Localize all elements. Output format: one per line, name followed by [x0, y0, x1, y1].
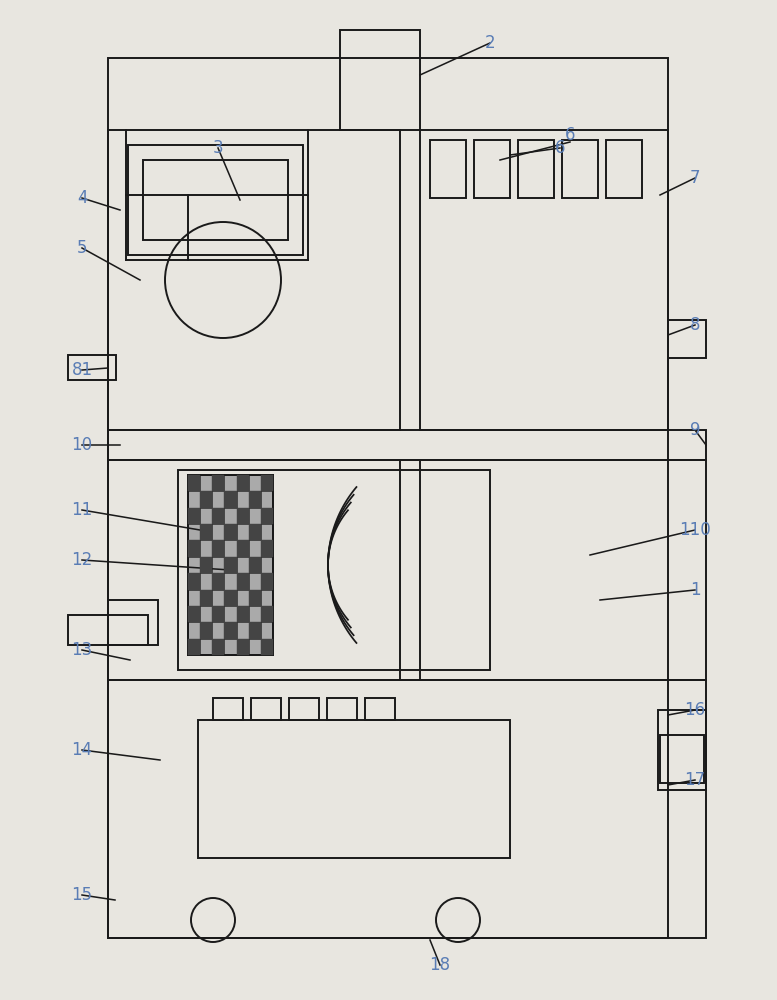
Text: 8: 8 — [690, 316, 700, 334]
Bar — [249, 524, 261, 540]
Bar — [178, 470, 490, 670]
Text: 5: 5 — [77, 239, 87, 257]
Bar — [430, 140, 466, 198]
Bar — [212, 639, 225, 655]
Bar — [249, 557, 261, 573]
Text: 6: 6 — [555, 139, 565, 157]
Bar — [474, 140, 510, 198]
Bar — [249, 590, 261, 606]
Text: 1: 1 — [690, 581, 700, 599]
Bar — [198, 720, 510, 858]
Bar — [188, 573, 200, 590]
Bar — [236, 475, 249, 491]
Bar — [518, 140, 554, 198]
Bar — [200, 491, 212, 508]
Bar — [658, 710, 706, 790]
Bar — [188, 508, 200, 524]
Bar — [249, 491, 261, 508]
Bar — [236, 606, 249, 622]
Bar — [420, 460, 706, 680]
Text: 4: 4 — [77, 189, 87, 207]
Text: 81: 81 — [71, 361, 92, 379]
Text: 11: 11 — [71, 501, 92, 519]
Bar — [108, 600, 158, 645]
Bar — [225, 622, 236, 639]
Text: 12: 12 — [71, 551, 92, 569]
Text: 16: 16 — [685, 701, 706, 719]
Bar — [200, 622, 212, 639]
Bar — [420, 130, 668, 430]
Text: 6: 6 — [565, 126, 575, 144]
Bar — [108, 430, 706, 460]
Bar — [212, 475, 225, 491]
Bar — [249, 622, 261, 639]
Bar — [261, 540, 273, 557]
Bar — [188, 475, 273, 655]
Bar — [261, 606, 273, 622]
Text: 10: 10 — [71, 436, 92, 454]
Bar — [188, 639, 200, 655]
Bar — [212, 573, 225, 590]
Bar — [213, 698, 243, 720]
Bar — [200, 524, 212, 540]
Bar — [606, 140, 642, 198]
Bar — [68, 355, 116, 380]
Bar — [340, 30, 420, 130]
Text: 13: 13 — [71, 641, 92, 659]
Text: 15: 15 — [71, 886, 92, 904]
Bar — [562, 140, 598, 198]
Bar — [200, 590, 212, 606]
Bar — [327, 698, 357, 720]
Bar — [128, 145, 303, 255]
Text: 17: 17 — [685, 771, 706, 789]
Bar — [225, 524, 236, 540]
Bar — [261, 508, 273, 524]
Text: 9: 9 — [690, 421, 700, 439]
Text: 18: 18 — [430, 956, 451, 974]
Bar — [660, 735, 704, 783]
Bar — [108, 58, 668, 938]
Bar — [289, 698, 319, 720]
Bar — [108, 130, 400, 430]
Bar — [200, 557, 212, 573]
Bar — [261, 475, 273, 491]
Bar — [668, 320, 706, 358]
Bar — [188, 540, 200, 557]
Bar — [188, 475, 273, 655]
Text: 2: 2 — [485, 34, 495, 52]
Text: 14: 14 — [71, 741, 92, 759]
Bar — [236, 573, 249, 590]
Bar — [225, 557, 236, 573]
Bar — [212, 540, 225, 557]
Bar — [225, 491, 236, 508]
Bar — [212, 508, 225, 524]
Text: 7: 7 — [690, 169, 700, 187]
Text: 3: 3 — [213, 139, 223, 157]
Bar — [261, 573, 273, 590]
Bar — [108, 680, 706, 938]
Bar — [212, 606, 225, 622]
Bar — [365, 698, 395, 720]
Bar — [188, 606, 200, 622]
Bar — [251, 698, 281, 720]
Bar — [261, 639, 273, 655]
Bar — [236, 508, 249, 524]
Bar — [143, 160, 288, 240]
Bar — [108, 460, 400, 680]
Bar — [236, 540, 249, 557]
Bar — [236, 639, 249, 655]
Bar — [68, 615, 148, 645]
Bar — [188, 475, 200, 491]
Text: 110: 110 — [679, 521, 711, 539]
Bar — [225, 590, 236, 606]
